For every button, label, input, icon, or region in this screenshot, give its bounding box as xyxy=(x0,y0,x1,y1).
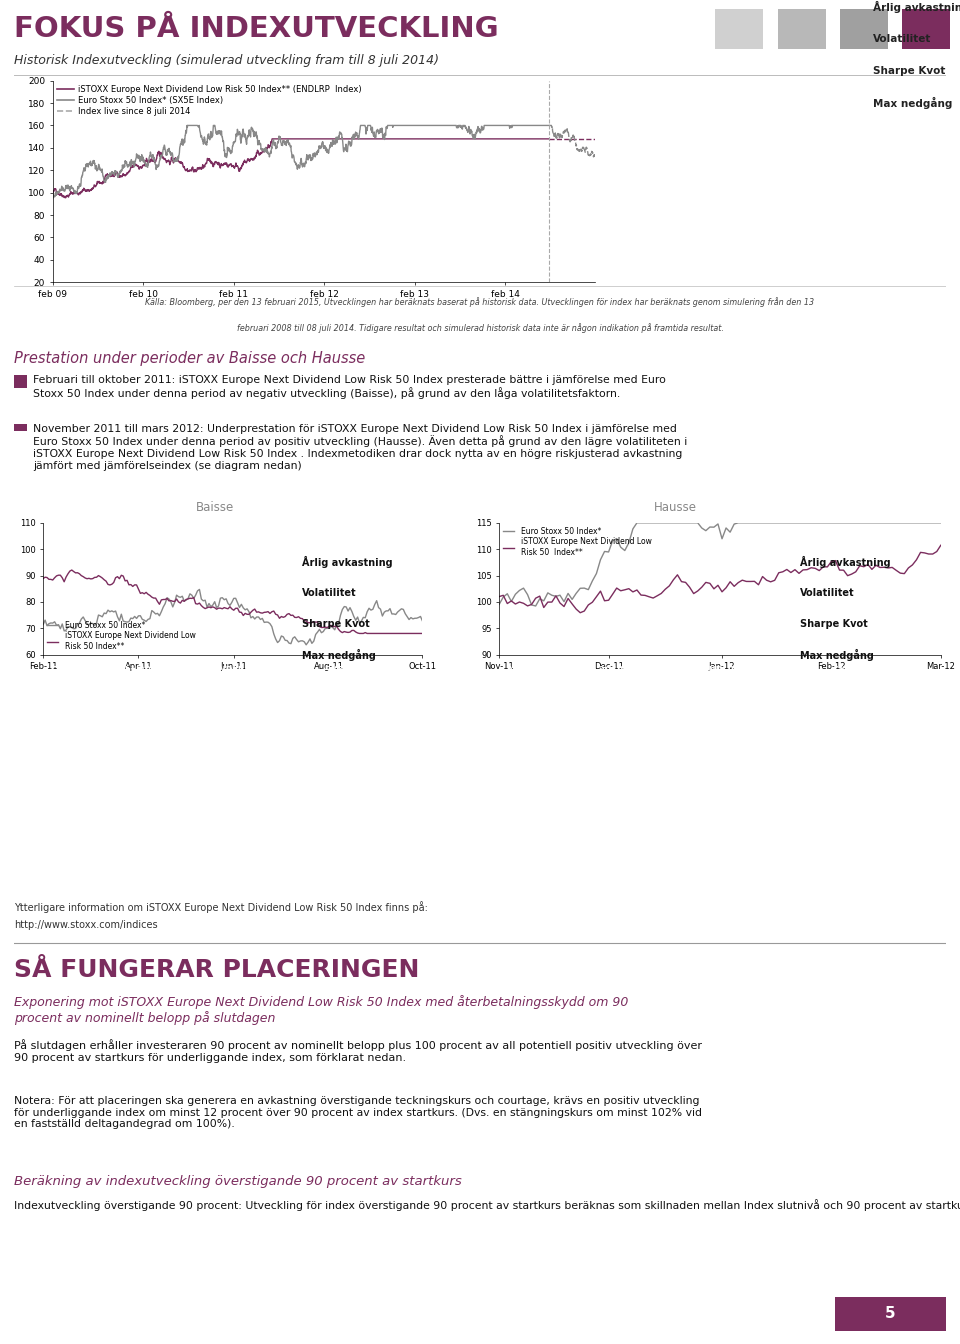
Text: FOKUS PÅ INDEXUTVECKLING: FOKUS PÅ INDEXUTVECKLING xyxy=(14,15,499,43)
Bar xyxy=(902,9,950,48)
Text: Prestation under perioder av Baisse och Hausse: Prestation under perioder av Baisse och … xyxy=(14,351,366,367)
Text: ENDLRP  Index**: ENDLRP Index** xyxy=(703,667,781,675)
Text: Sharpe Kvot: Sharpe Kvot xyxy=(801,618,868,629)
Text: http://www.stoxx.com/indices: http://www.stoxx.com/indices xyxy=(14,921,158,930)
Text: Indexutveckling överstigande 90 procent: Utveckling för index överstigande 90 pr: Indexutveckling överstigande 90 procent:… xyxy=(14,1199,960,1211)
Text: SÅ FUNGERAR PLACERINGEN: SÅ FUNGERAR PLACERINGEN xyxy=(14,958,420,981)
Text: Hausse: Hausse xyxy=(654,501,697,513)
Text: Februari till oktober 2011: iSTOXX Europe Next Dividend Low Risk 50 Index preste: Februari till oktober 2011: iSTOXX Europ… xyxy=(33,375,666,399)
Text: Volatilitet: Volatilitet xyxy=(301,587,356,598)
Text: SX5E
Index*: SX5E Index* xyxy=(856,98,895,120)
Text: Feb 2011 till Okt 2011: Feb 2011 till Okt 2011 xyxy=(51,667,163,675)
Text: februari 2008 till 08 juli 2014. Tidigare resultat och simulerad historisk data : februari 2008 till 08 juli 2014. Tidigar… xyxy=(236,323,724,332)
Text: Beräkning av indexutveckling överstigande 90 procent av startkurs: Beräkning av indexutveckling överstigand… xyxy=(14,1175,462,1188)
Text: Volatilitet: Volatilitet xyxy=(873,34,931,44)
Text: Exponering mot iSTOXX Europe Next Dividend Low Risk 50 Index med återbetalningss: Exponering mot iSTOXX Europe Next Divide… xyxy=(14,995,629,1025)
Text: 5: 5 xyxy=(885,1306,896,1321)
Text: ENDLRP
Index**: ENDLRP Index** xyxy=(732,98,780,120)
Text: Notera: För att placeringen ska generera en avkastning överstigande teckningskur: Notera: För att placeringen ska generera… xyxy=(14,1097,703,1129)
Bar xyxy=(14,375,27,388)
Text: Baisse: Baisse xyxy=(196,501,233,513)
Legend: Euro Stoxx 50 Index*, iSTOXX Europe Next Dividend Low
Risk 50  Index**: Euro Stoxx 50 Index*, iSTOXX Europe Next… xyxy=(503,527,652,556)
Text: Max nedgång: Max nedgång xyxy=(801,648,875,660)
Text: SX5E Index*: SX5E Index* xyxy=(325,667,383,675)
Text: SX5E Index*: SX5E Index* xyxy=(832,667,890,675)
Text: November 2011 till mars 2012: Underprestation för iSTOXX Europe Next Dividend Lo: November 2011 till mars 2012: Underprest… xyxy=(33,423,687,470)
Text: Årlig avkastning: Årlig avkastning xyxy=(873,0,960,12)
Bar xyxy=(715,9,763,48)
Text: ENDLRP  Index**: ENDLRP Index** xyxy=(212,667,291,675)
Text: Sharpe Kvot: Sharpe Kvot xyxy=(301,618,370,629)
Bar xyxy=(14,423,27,431)
Text: Max nedgång: Max nedgång xyxy=(301,648,375,660)
Text: Årlig avkastning: Årlig avkastning xyxy=(301,555,393,567)
Legend: iSTOXX Europe Next Dividend Low Risk 50 Index** (ENDLRP  Index), Euro Stoxx 50 I: iSTOXX Europe Next Dividend Low Risk 50 … xyxy=(57,85,361,116)
Text: Nov 2011 till mar 2012: Nov 2011 till mar 2012 xyxy=(508,667,624,675)
Bar xyxy=(840,9,888,48)
Text: Sharpe Kvot: Sharpe Kvot xyxy=(873,66,946,77)
Bar xyxy=(778,9,826,48)
Text: Källa: Bloomberg, per den 13 februari 2015, Utvecklingen har beräknats baserat p: Källa: Bloomberg, per den 13 februari 20… xyxy=(145,297,815,308)
Text: Ytterligare information om iSTOXX Europe Next Dividend Low Risk 50 Index finns p: Ytterligare information om iSTOXX Europe… xyxy=(14,902,428,914)
Legend: Euro Stoxx 50 Index*, iSTOXX Europe Next Dividend Low
Risk 50 Index**: Euro Stoxx 50 Index*, iSTOXX Europe Next… xyxy=(47,621,196,650)
Text: På slutdagen erhåller investeraren 90 procent av nominellt belopp plus 100 proce: På slutdagen erhåller investeraren 90 pr… xyxy=(14,1039,703,1063)
Text: Volatilitet: Volatilitet xyxy=(801,587,855,598)
Text: Historisk Indexutveckling (simulerad utveckling fram till 8 juli 2014): Historisk Indexutveckling (simulerad utv… xyxy=(14,54,440,67)
Text: Max nedgång: Max nedgång xyxy=(873,97,952,109)
Text: Årlig avkastning: Årlig avkastning xyxy=(801,555,891,567)
